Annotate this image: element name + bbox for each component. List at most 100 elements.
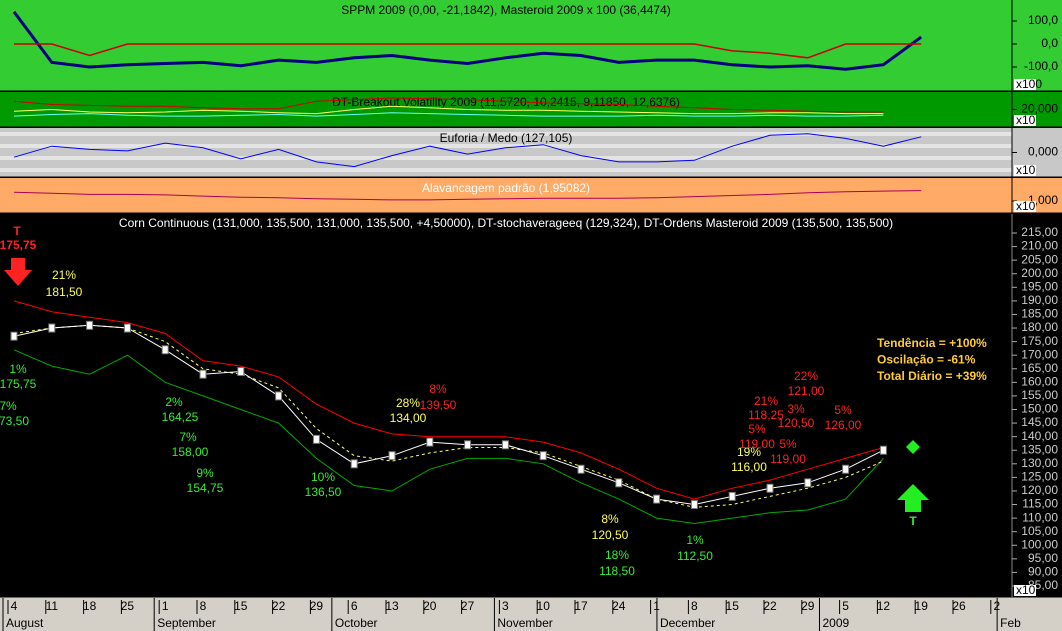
y-tick-label: 110,00 (1022, 510, 1058, 524)
scale-box (1014, 115, 1036, 126)
signal-annotation: 175,75 (0, 238, 37, 252)
x-tick-label: 15 (726, 599, 740, 613)
series-line (13, 190, 922, 201)
y-tick-label: 120,00 (1021, 483, 1058, 497)
scale-label: x100 (1016, 77, 1042, 91)
scale-label: x10 (1016, 113, 1036, 127)
x-tick-label: 12 (877, 599, 891, 613)
price-bar (501, 440, 509, 450)
month-label: September (157, 616, 216, 630)
y-tick-label: 130,00 (1021, 456, 1058, 470)
x-tick-label: 15 (234, 599, 248, 613)
month-label: August (6, 616, 44, 630)
price-bar (275, 391, 283, 401)
month-label: November (497, 616, 552, 630)
signal-annotation: 1% (9, 362, 27, 376)
price-bar (10, 331, 18, 341)
series-line (13, 112, 884, 117)
signal-annotation: 134,00 (390, 411, 427, 425)
signal-annotation: 8% (601, 512, 619, 526)
series-line (13, 133, 922, 168)
signal-annotation: 119,00 (770, 452, 806, 466)
signal-annotation: 8% (429, 382, 447, 396)
y-tick-label: 200,00 (1021, 266, 1058, 280)
signal-annotation: 139,50 (420, 398, 457, 412)
y-tick-label: 150,00 (1021, 402, 1058, 416)
signal-annotation: 5% (834, 403, 852, 417)
signal-annotation: 136,50 (305, 485, 342, 499)
signal-annotation: 73,50 (0, 414, 29, 428)
y-tick-label: 115,00 (1022, 497, 1058, 511)
signal-annotation: 18% (605, 548, 629, 562)
signal-annotation: 118,25 (748, 408, 784, 422)
x-tick-label: 3 (502, 599, 509, 613)
signal-annotation: 19% (737, 445, 761, 459)
y-tick-label: 90,00 (1028, 565, 1058, 579)
panel-title: Corn Continuous (131,000, 135,500, 131,0… (119, 216, 893, 230)
summary-line: Tendência = +100% (877, 336, 987, 350)
x-tick-label: 27 (461, 599, 475, 613)
x-tick-label: 26 (952, 599, 966, 613)
x-axis-bar (0, 597, 1062, 631)
month-label: 2009 (822, 616, 849, 630)
price-bar (312, 434, 320, 444)
scale-box (1014, 585, 1036, 596)
panel-background (0, 0, 1062, 91)
x-tick-label: 29 (310, 599, 324, 613)
y-tick-label: 170,00 (1021, 347, 1058, 361)
x-tick-label: 29 (801, 599, 815, 613)
y-tick-label: 160,00 (1021, 375, 1058, 389)
x-tick-label: 24 (612, 599, 626, 613)
y-tick-label: 190,00 (1021, 293, 1058, 307)
y-tick-label: 215,00 (1021, 225, 1058, 239)
x-tick-label: 10 (537, 599, 551, 613)
series-line (13, 349, 884, 525)
y-tick-label: 180,00 (1021, 320, 1058, 334)
signal-annotation: 112,50 (677, 549, 713, 563)
series-line (13, 300, 884, 500)
y-tick-label: 100,0 (1028, 13, 1058, 27)
signal-annotation: 7% (179, 430, 197, 444)
x-tick-label: 25 (121, 599, 135, 613)
signal-annotation: 9% (196, 466, 214, 480)
x-tick-label: 22 (272, 599, 286, 613)
y-tick-label: 165,00 (1021, 361, 1058, 375)
signal-annotation: 2% (165, 395, 183, 409)
sell-arrow (4, 258, 32, 286)
y-tick-label: 100,00 (1021, 537, 1058, 551)
x-tick-label: 5 (842, 599, 849, 613)
x-tick-label: 17 (574, 599, 588, 613)
signal-annotation: T (13, 224, 21, 238)
price-bar (766, 483, 774, 493)
x-tick-label: 4 (11, 599, 18, 613)
signal-annotation: 175,75 (0, 377, 37, 391)
price-bar (426, 437, 434, 447)
signal-annotation: 5% (748, 422, 766, 436)
y-tick-label: 140,00 (1021, 429, 1058, 443)
series-line (13, 105, 884, 115)
scale-box (1014, 201, 1036, 212)
month-label: October (335, 616, 378, 630)
y-tick-label: 145,00 (1021, 415, 1058, 429)
series-line (12, 10, 923, 71)
signal-annotation: 7% (0, 399, 17, 413)
signal-annotation: 116,00 (731, 460, 767, 474)
series-line (13, 97, 884, 113)
scale-box (1014, 165, 1036, 176)
x-tick-label: 8 (691, 599, 698, 613)
price-bar (199, 369, 207, 379)
price-bar (690, 500, 698, 510)
x-tick-label: 18 (83, 599, 97, 613)
price-bar (464, 440, 472, 450)
signal-annotation: 10% (311, 470, 335, 484)
signal-annotation: 5% (779, 437, 797, 451)
price-bar (842, 464, 850, 474)
price-bar (804, 478, 812, 488)
y-tick-label: 105,00 (1021, 524, 1058, 538)
signal-annotation: 154,75 (187, 481, 224, 495)
series-line (13, 324, 884, 506)
panel-background (0, 214, 1062, 597)
panel-title: SPPM 2009 (0,00, -21,1842), Masteroid 20… (341, 3, 671, 17)
